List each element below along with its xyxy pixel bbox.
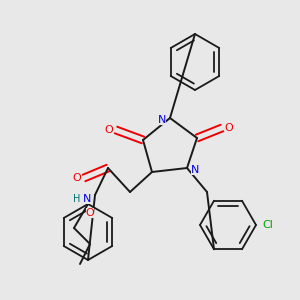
Text: O: O (225, 123, 233, 133)
Text: N: N (83, 194, 91, 204)
Text: N: N (158, 115, 166, 125)
Text: O: O (73, 173, 81, 183)
Text: O: O (85, 208, 94, 218)
Text: N: N (191, 165, 199, 175)
Text: O: O (105, 125, 113, 135)
Text: Cl: Cl (262, 220, 273, 230)
Text: H: H (73, 194, 81, 204)
